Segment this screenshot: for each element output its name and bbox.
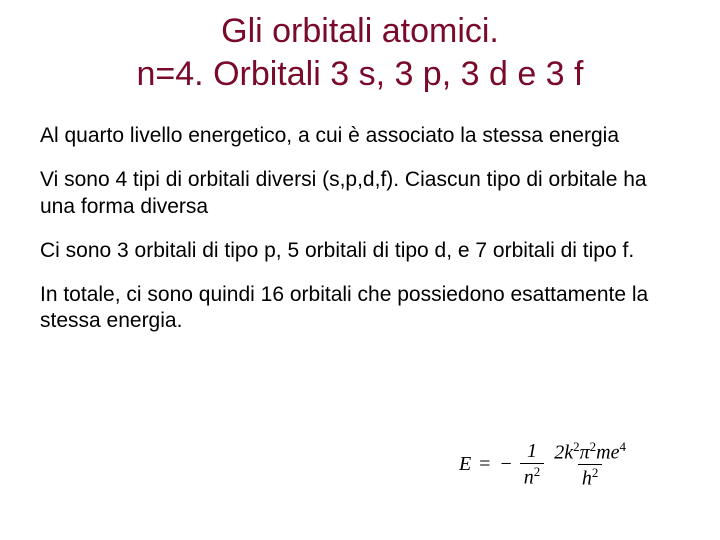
frac2-den: h2 [578,464,603,490]
paragraph-3: Ci sono 3 orbitali di tipo p, 5 orbitali… [40,238,680,264]
frac1-den-exp: 2 [534,464,541,479]
paragraph-1: Al quarto livello energetico, a cui è as… [40,123,680,149]
title-line-1: Gli orbitali atomici. [221,12,499,50]
frac1-den: n2 [520,463,545,489]
formula-frac-2: 2k2π2me4 h2 [550,440,630,490]
formula-equals: = [477,453,492,476]
slide-title: Gli orbitali atomici. n=4. Orbitali 3 s,… [40,10,680,95]
frac2-pi: π [580,441,590,463]
energy-formula: E = − 1 n2 2k2π2me4 h2 [459,440,630,490]
paragraph-4: In totale, ci sono quindi 16 orbitali ch… [40,282,680,335]
formula-frac-1: 1 n2 [520,441,545,489]
frac1-num: 1 [523,441,541,463]
frac2-e-exp: 4 [620,439,627,454]
frac1-den-base: n [524,467,534,489]
frac2-k: k [564,441,573,463]
frac2-e: e [611,441,620,463]
frac2-m: m [596,441,610,463]
frac2-num: 2k2π2me4 [550,440,630,465]
formula-lhs: E [459,453,471,476]
title-line-2: n=4. Orbitali 3 s, 3 p, 3 d e 3 f [137,55,584,93]
frac2-coef: 2 [554,441,564,463]
formula-minus: − [498,453,513,476]
frac2-den-base: h [582,468,592,490]
frac2-den-exp: 2 [592,465,599,480]
paragraph-2: Vi sono 4 tipi di orbitali diversi (s,p,… [40,167,680,220]
